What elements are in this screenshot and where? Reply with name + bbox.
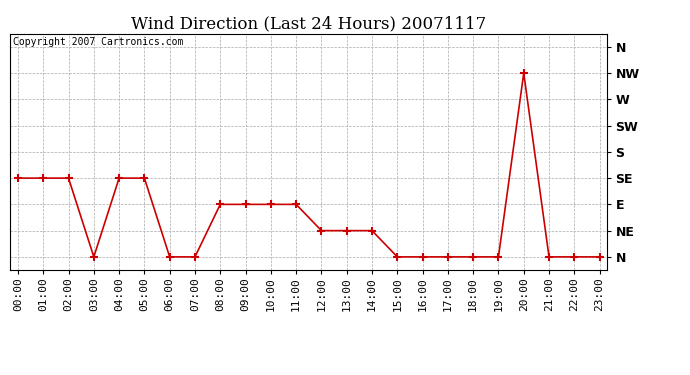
Title: Wind Direction (Last 24 Hours) 20071117: Wind Direction (Last 24 Hours) 20071117 bbox=[131, 15, 486, 32]
Text: Copyright 2007 Cartronics.com: Copyright 2007 Cartronics.com bbox=[13, 37, 184, 47]
